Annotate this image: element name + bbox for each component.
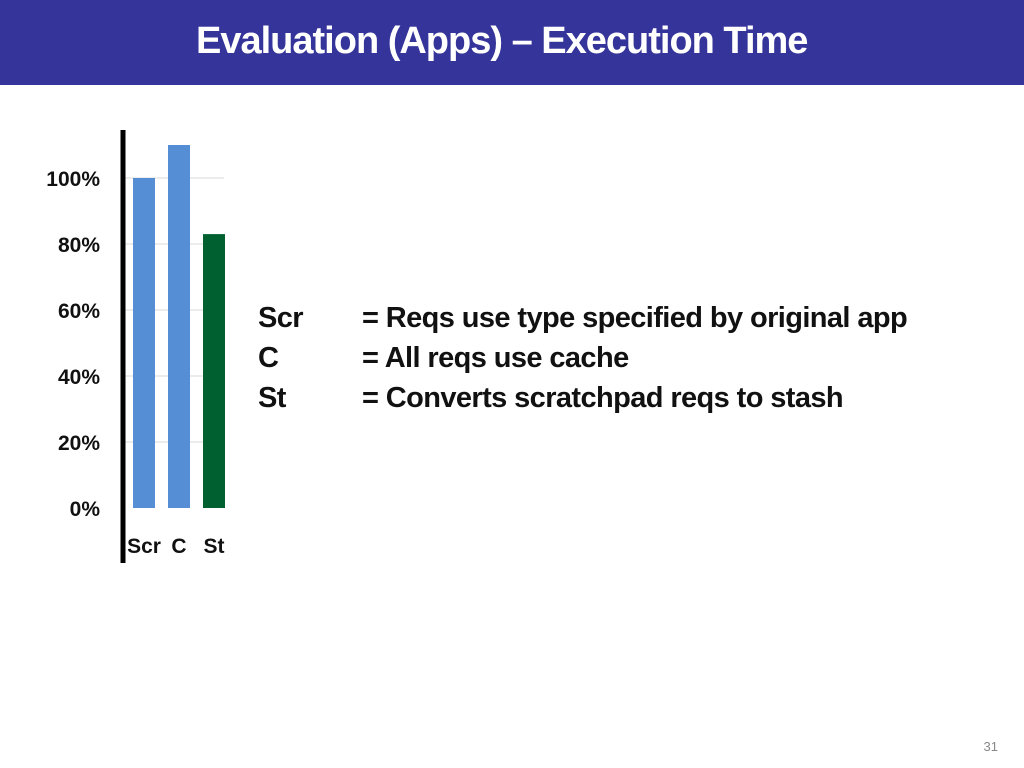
legend-key: St [258, 382, 286, 414]
legend-description: = All reqs use cache [362, 342, 629, 374]
bar [133, 178, 155, 508]
legend-row-scr: Scr = Reqs use type specified by original… [258, 298, 908, 338]
y-tick-label: 40% [58, 366, 100, 389]
x-tick-label: C [171, 535, 186, 558]
legend-description: = Converts scratchpad reqs to stash [362, 382, 844, 414]
legend-description: = Reqs use type specified by original ap… [362, 302, 908, 334]
legend-row-st: St = Converts scratchpad reqs to stash [258, 378, 907, 418]
title-bar: Evaluation (Apps) – Execution Time [0, 0, 1024, 85]
y-tick-label: 60% [58, 300, 100, 323]
legend-key: C [258, 342, 279, 374]
legend-key: Scr [258, 302, 304, 334]
slide-title: Evaluation (Apps) – Execution Time [196, 20, 808, 62]
y-tick-label: 100% [46, 168, 100, 191]
y-tick-label: 0% [70, 498, 101, 521]
x-tick-label: St [204, 535, 225, 558]
legend-row-c: C = All reqs use cache [258, 338, 907, 378]
y-tick-label: 20% [58, 432, 100, 455]
bar [168, 145, 190, 508]
legend: Scr = Reqs use type specified by original… [258, 298, 908, 418]
x-tick-label: Scr [127, 535, 161, 558]
bar [203, 234, 225, 508]
y-tick-label: 80% [58, 234, 100, 257]
page-number: 31 [983, 739, 998, 754]
